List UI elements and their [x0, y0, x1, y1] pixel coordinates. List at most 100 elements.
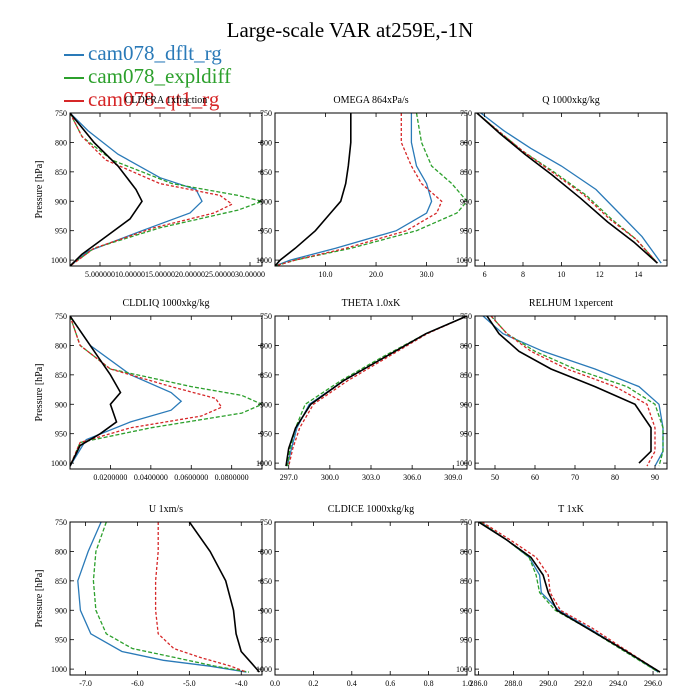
panel-title: T 1xK — [558, 504, 584, 515]
y-tick-label: 800 — [460, 341, 472, 350]
x-tick-label: 70 — [571, 473, 579, 482]
series-line-2 — [286, 316, 467, 467]
x-tick-label: 10 — [557, 270, 565, 279]
y-tick-label: 1000 — [51, 256, 67, 265]
x-tick-label: 20.00000 — [175, 270, 205, 279]
x-tick-label: 0.4 — [347, 679, 357, 688]
y-tick-label: 1000 — [456, 665, 472, 674]
series-line-4 — [70, 113, 143, 266]
y-tick-label: 950 — [55, 227, 67, 236]
series-line-3 — [481, 522, 661, 673]
y-tick-label: 1000 — [256, 665, 272, 674]
y-tick-label: 800 — [260, 341, 272, 350]
y-tick-label: 850 — [460, 577, 472, 586]
y-tick-label: 750 — [460, 109, 472, 118]
y-tick-label: 950 — [460, 636, 472, 645]
plot-frame — [69, 315, 263, 470]
legend-label-expldiff: cam078_expldiff — [88, 64, 232, 88]
x-tick-label: 10.0 — [319, 270, 333, 279]
y-tick-label: 900 — [460, 606, 472, 615]
series-line-2 — [70, 113, 262, 266]
y-tick-label: 800 — [55, 341, 67, 350]
y-tick-label: 950 — [460, 430, 472, 439]
panel-4: CLDLIQ 1000xkg/kg 750 800 850 900 950 1000 0.02… — [34, 298, 263, 482]
x-tick-label: 90 — [651, 473, 659, 482]
plot-frame — [474, 112, 668, 267]
y-tick-label: 800 — [260, 138, 272, 147]
y-axis-label: Pressure [hPa] — [34, 363, 45, 421]
series-line-4 — [275, 113, 352, 266]
y-tick-label: 900 — [55, 606, 67, 615]
legend-label-qt1: cam078_qt1_rg — [88, 87, 220, 111]
x-tick-label: 12 — [596, 270, 604, 279]
y-tick-label: 750 — [55, 518, 67, 527]
series-line-1 — [77, 522, 247, 673]
x-tick-label: -6.0 — [131, 679, 144, 688]
x-tick-label: 286.0 — [469, 679, 487, 688]
y-tick-label: 1000 — [256, 256, 272, 265]
series-line-2 — [92, 522, 250, 673]
series-line-3 — [70, 113, 234, 266]
y-tick-label: 900 — [460, 197, 472, 206]
x-tick-label: 306.0 — [403, 473, 421, 482]
x-tick-label: -5.0 — [183, 679, 196, 688]
legend-item-expldiff: cam078_expldiff — [64, 65, 231, 88]
y-tick-label: 950 — [260, 636, 272, 645]
series-line-1 — [479, 522, 659, 673]
legend: cam078_dflt_rg cam078_expldiff cam078_qt… — [64, 42, 231, 111]
panel-title: THETA 1.0xK — [342, 298, 401, 309]
series-line-3 — [476, 113, 658, 264]
panel-5: THETA 1.0xK 750 800 850 900 950 1000 297.0 300.0… — [256, 298, 468, 482]
x-tick-label: 309.0 — [444, 473, 462, 482]
legend-item-dflt: cam078_dflt_rg — [64, 42, 231, 65]
panel-title: OMEGA 864xPa/s — [333, 95, 408, 106]
y-tick-label: 800 — [55, 547, 67, 556]
series-line-2 — [275, 113, 467, 266]
x-tick-label: 292.0 — [574, 679, 592, 688]
panel-1: CLDFRA 1xfraction 750 800 850 900 950 1000 5.00… — [34, 95, 265, 279]
x-tick-label: 30.0 — [420, 270, 434, 279]
y-tick-label: 950 — [260, 227, 272, 236]
y-tick-label: 750 — [460, 312, 472, 321]
x-tick-label: 8 — [521, 270, 525, 279]
y-tick-label: 800 — [460, 547, 472, 556]
y-tick-label: 800 — [260, 547, 272, 556]
y-tick-label: 900 — [55, 197, 67, 206]
x-tick-label: 288.0 — [504, 679, 522, 688]
y-tick-label: 800 — [460, 138, 472, 147]
figure-title: Large-scale VAR at259E,-1N — [226, 18, 474, 42]
y-tick-label: 900 — [460, 400, 472, 409]
series-line-4 — [70, 316, 122, 467]
y-tick-label: 1000 — [256, 459, 272, 468]
legend-swatch-expldiff — [64, 76, 84, 79]
series-line-2 — [490, 316, 664, 467]
x-tick-label: 30.00000 — [235, 270, 265, 279]
x-tick-label: 60 — [531, 473, 539, 482]
legend-item-qt1: cam078_qt1_rg — [64, 88, 231, 111]
x-tick-label: 300.0 — [321, 473, 339, 482]
series-line-4 — [285, 316, 467, 467]
panel-6: RELHUM 1xpercent 750 800 850 900 950 1000 50 60 7… — [456, 298, 668, 482]
y-tick-label: 950 — [260, 430, 272, 439]
x-tick-label: 6 — [483, 270, 487, 279]
x-tick-label: 294.0 — [609, 679, 627, 688]
panel-title: RELHUM 1xpercent — [529, 298, 613, 309]
x-tick-label: 50 — [491, 473, 499, 482]
series-line-4 — [478, 522, 661, 673]
x-tick-label: 80 — [611, 473, 619, 482]
y-axis-label: Pressure [hPa] — [34, 160, 45, 218]
y-tick-label: 750 — [260, 518, 272, 527]
x-tick-label: 303.0 — [362, 473, 380, 482]
x-tick-label: 0.0600000 — [174, 473, 208, 482]
panel-title: CLDLIQ 1000xkg/kg — [123, 298, 210, 309]
x-tick-label: 5.000000 — [85, 270, 115, 279]
x-tick-label: 10.00000 — [115, 270, 145, 279]
y-tick-label: 950 — [460, 227, 472, 236]
y-tick-label: 850 — [460, 168, 472, 177]
series-line-4 — [486, 316, 652, 464]
plot-frame — [274, 315, 468, 470]
y-tick-label: 1000 — [456, 459, 472, 468]
x-tick-label: 0.0800000 — [215, 473, 249, 482]
panel-8: CLDICE 1000xkg/kg 750 800 850 900 950 1000 0.0 0… — [256, 504, 472, 688]
x-tick-label: 297.0 — [280, 473, 298, 482]
